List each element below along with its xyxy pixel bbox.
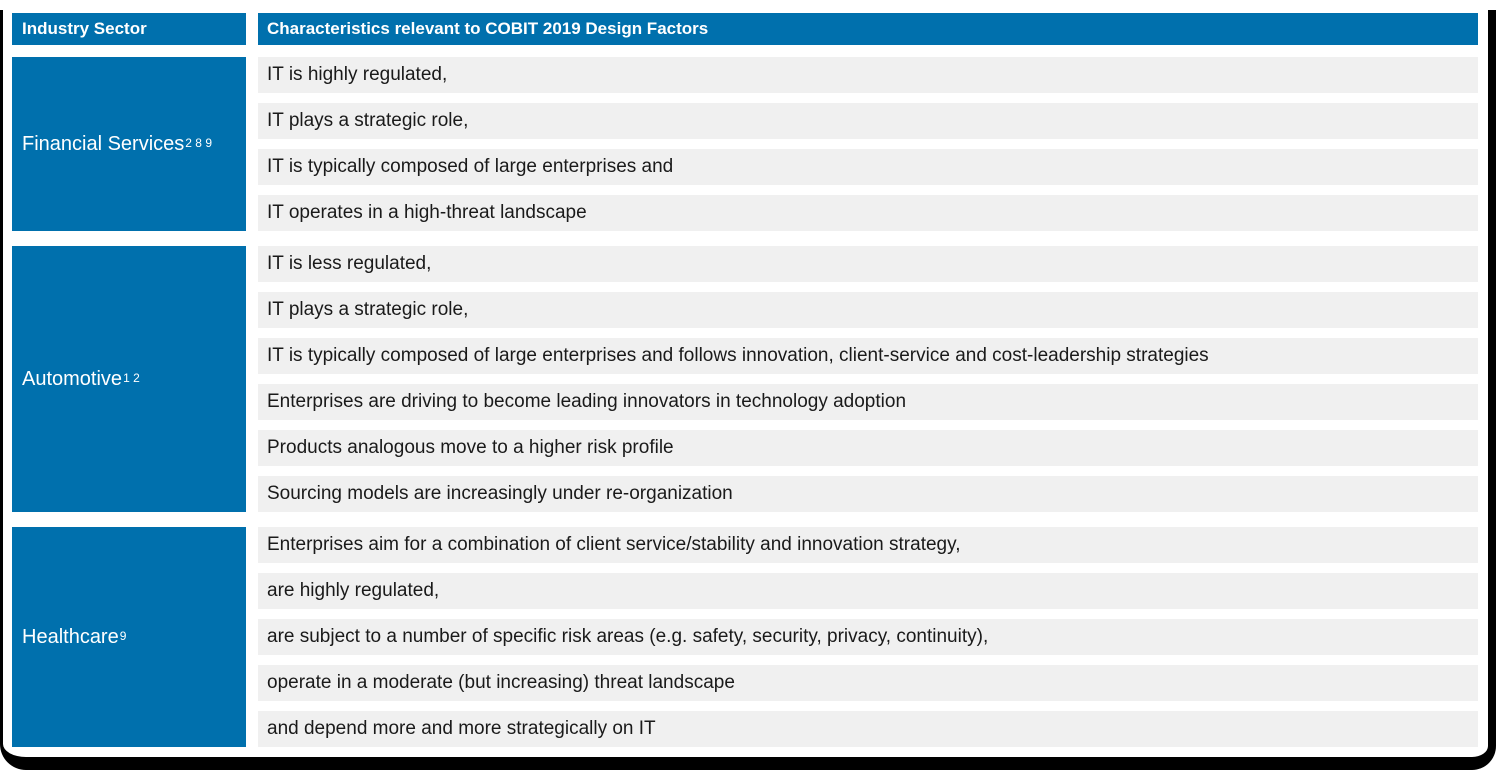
characteristic-row: are subject to a number of specific risk… [258, 619, 1478, 655]
characteristic-row: are highly regulated, [258, 573, 1478, 609]
sector-cell: Healthcare 9 [12, 527, 246, 747]
sector-label: Automotive [22, 367, 123, 390]
characteristic-row: IT is typically composed of large enterp… [258, 149, 1478, 185]
sector-row-group: Automotive 1 2 IT is less regulated, IT pla… [12, 246, 1478, 512]
characteristic-row: Sourcing models are increasingly under r… [258, 476, 1478, 512]
column-header-characteristics: Characteristics relevant to COBIT 2019 D… [258, 13, 1478, 45]
industry-sector-table: Industry Sector Characteristics relevant… [12, 13, 1478, 747]
characteristic-row: IT plays a strategic role, [258, 103, 1478, 139]
characteristic-row: IT is typically composed of large enterp… [258, 338, 1478, 374]
characteristic-list: IT is less regulated, IT plays a strategi… [258, 246, 1478, 512]
characteristic-row: operate in a moderate (but increasing) t… [258, 665, 1478, 701]
characteristic-row: and depend more and more strategically o… [258, 711, 1478, 747]
sector-cell: Financial Services 2 8 9 [12, 57, 246, 231]
characteristic-row: IT plays a strategic role, [258, 292, 1478, 328]
characteristic-row: Products analogous move to a higher risk… [258, 430, 1478, 466]
characteristic-row: Enterprises are driving to become leadin… [258, 384, 1478, 420]
table-header-row: Industry Sector Characteristics relevant… [12, 13, 1478, 45]
sector-label: Financial Services [22, 132, 185, 155]
characteristic-list: Enterprises aim for a combination of cli… [258, 527, 1478, 747]
characteristic-row: Enterprises aim for a combination of cli… [258, 527, 1478, 563]
characteristic-row: IT is highly regulated, [258, 57, 1478, 93]
characteristic-list: IT is highly regulated, IT plays a strate… [258, 57, 1478, 231]
characteristic-row: IT is less regulated, [258, 246, 1478, 282]
sector-label: Healthcare [22, 625, 119, 648]
table-body: Financial Services 2 8 9 IT is highly regu… [12, 57, 1478, 747]
sector-row-group: Financial Services 2 8 9 IT is highly regu… [12, 57, 1478, 231]
characteristic-row: IT operates in a high-threat landscape [258, 195, 1478, 231]
sector-row-group: Healthcare 9 Enterprises aim for a combina… [12, 527, 1478, 747]
column-header-industry-sector: Industry Sector [12, 13, 246, 45]
sector-cell: Automotive 1 2 [12, 246, 246, 512]
